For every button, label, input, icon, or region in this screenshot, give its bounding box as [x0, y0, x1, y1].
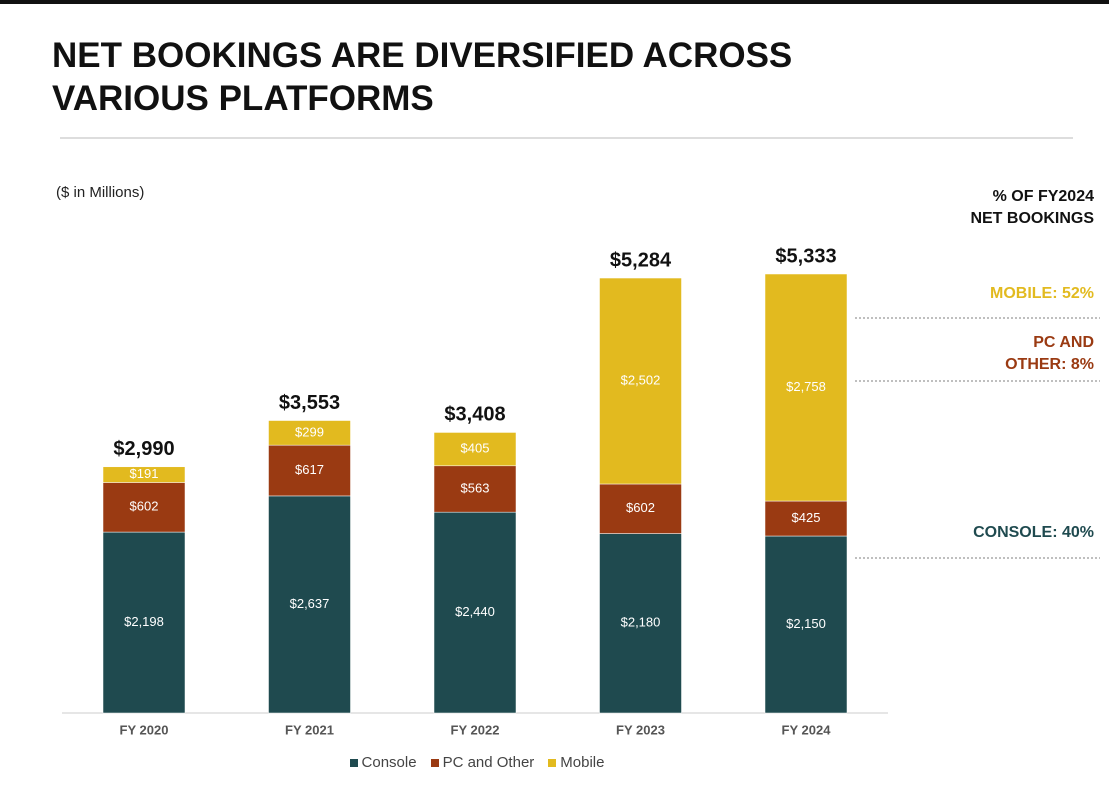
- bar-segment: [599, 277, 682, 485]
- legend-swatch: [548, 759, 557, 767]
- data-label: $405: [461, 441, 490, 456]
- chart-title: NET BOOKINGS ARE DIVERSIFIED ACROSS VARI…: [52, 36, 793, 118]
- legend-label: Console: [361, 754, 417, 771]
- legend-item: Mobile: [548, 754, 604, 771]
- data-label: $2,198: [124, 614, 164, 629]
- data-label: $2,180: [621, 615, 661, 630]
- total-label: $2,990: [113, 438, 174, 460]
- bar-segment: [268, 420, 351, 446]
- bar-segment: [268, 444, 351, 497]
- legend: Console PC and Other Mobile: [0, 754, 954, 771]
- side-annotation-line: PC AND: [1033, 334, 1094, 351]
- legend-label: Mobile: [560, 754, 605, 771]
- side-annotation-line: OTHER: 8%: [1005, 356, 1094, 373]
- x-tick-label: FY 2024: [782, 722, 832, 737]
- divider: [60, 137, 1073, 139]
- bar-segment: [102, 531, 186, 714]
- data-label: $2,440: [455, 604, 495, 619]
- x-tick-label: FY 2023: [616, 722, 665, 737]
- data-label: $617: [295, 462, 324, 477]
- data-label: $2,150: [786, 616, 826, 631]
- x-tick-label: FY 2021: [285, 722, 334, 737]
- subtitle: ($ in Millions): [56, 184, 145, 201]
- side-annotation-line: MOBILE: 52%: [989, 285, 1094, 302]
- side-annotation: PC AND OTHER: 8%: [1005, 332, 1094, 376]
- data-label: $425: [792, 510, 821, 525]
- bar-segment: [268, 495, 351, 714]
- data-label: $2,637: [290, 596, 330, 611]
- bar-segment: [764, 273, 848, 502]
- total-label: $3,408: [444, 404, 505, 426]
- side-annotation-line: CONSOLE: 40%: [973, 524, 1094, 541]
- legend-swatch: [349, 759, 358, 767]
- bar-segment: [764, 535, 848, 714]
- top-bar: [0, 0, 1109, 4]
- data-label: $299: [295, 424, 324, 439]
- x-tick-label: FY 2022: [451, 722, 500, 737]
- side-annotation: MOBILE: 52%: [990, 283, 1094, 305]
- data-label: $602: [626, 500, 655, 515]
- total-label: $3,553: [279, 392, 340, 414]
- data-label: $602: [130, 499, 159, 514]
- bar-segment: [599, 483, 682, 534]
- x-tick-label: FY 2020: [120, 722, 169, 737]
- side-annotation: CONSOLE: 40%: [973, 522, 1094, 544]
- legend-label: PC and Other: [442, 754, 535, 771]
- data-label: $563: [461, 480, 490, 495]
- data-label: $2,758: [786, 379, 826, 394]
- bar-segment: [102, 466, 186, 483]
- bar-segment: [433, 432, 517, 467]
- bar-segment: [433, 465, 517, 513]
- total-label: $5,284: [610, 249, 672, 271]
- side-header: % OF FY2024 NET BOOKINGS: [970, 186, 1094, 230]
- data-label: $2,502: [621, 372, 661, 387]
- legend-item: Console: [349, 754, 417, 771]
- total-label: $5,333: [775, 245, 836, 267]
- side-header-line: % OF FY2024: [992, 188, 1094, 205]
- data-label: $191: [130, 466, 159, 481]
- legend-swatch: [430, 759, 439, 767]
- legend-item: PC and Other: [430, 754, 535, 771]
- side-header-line: NET BOOKINGS: [970, 210, 1094, 227]
- bar-segment: [599, 533, 682, 714]
